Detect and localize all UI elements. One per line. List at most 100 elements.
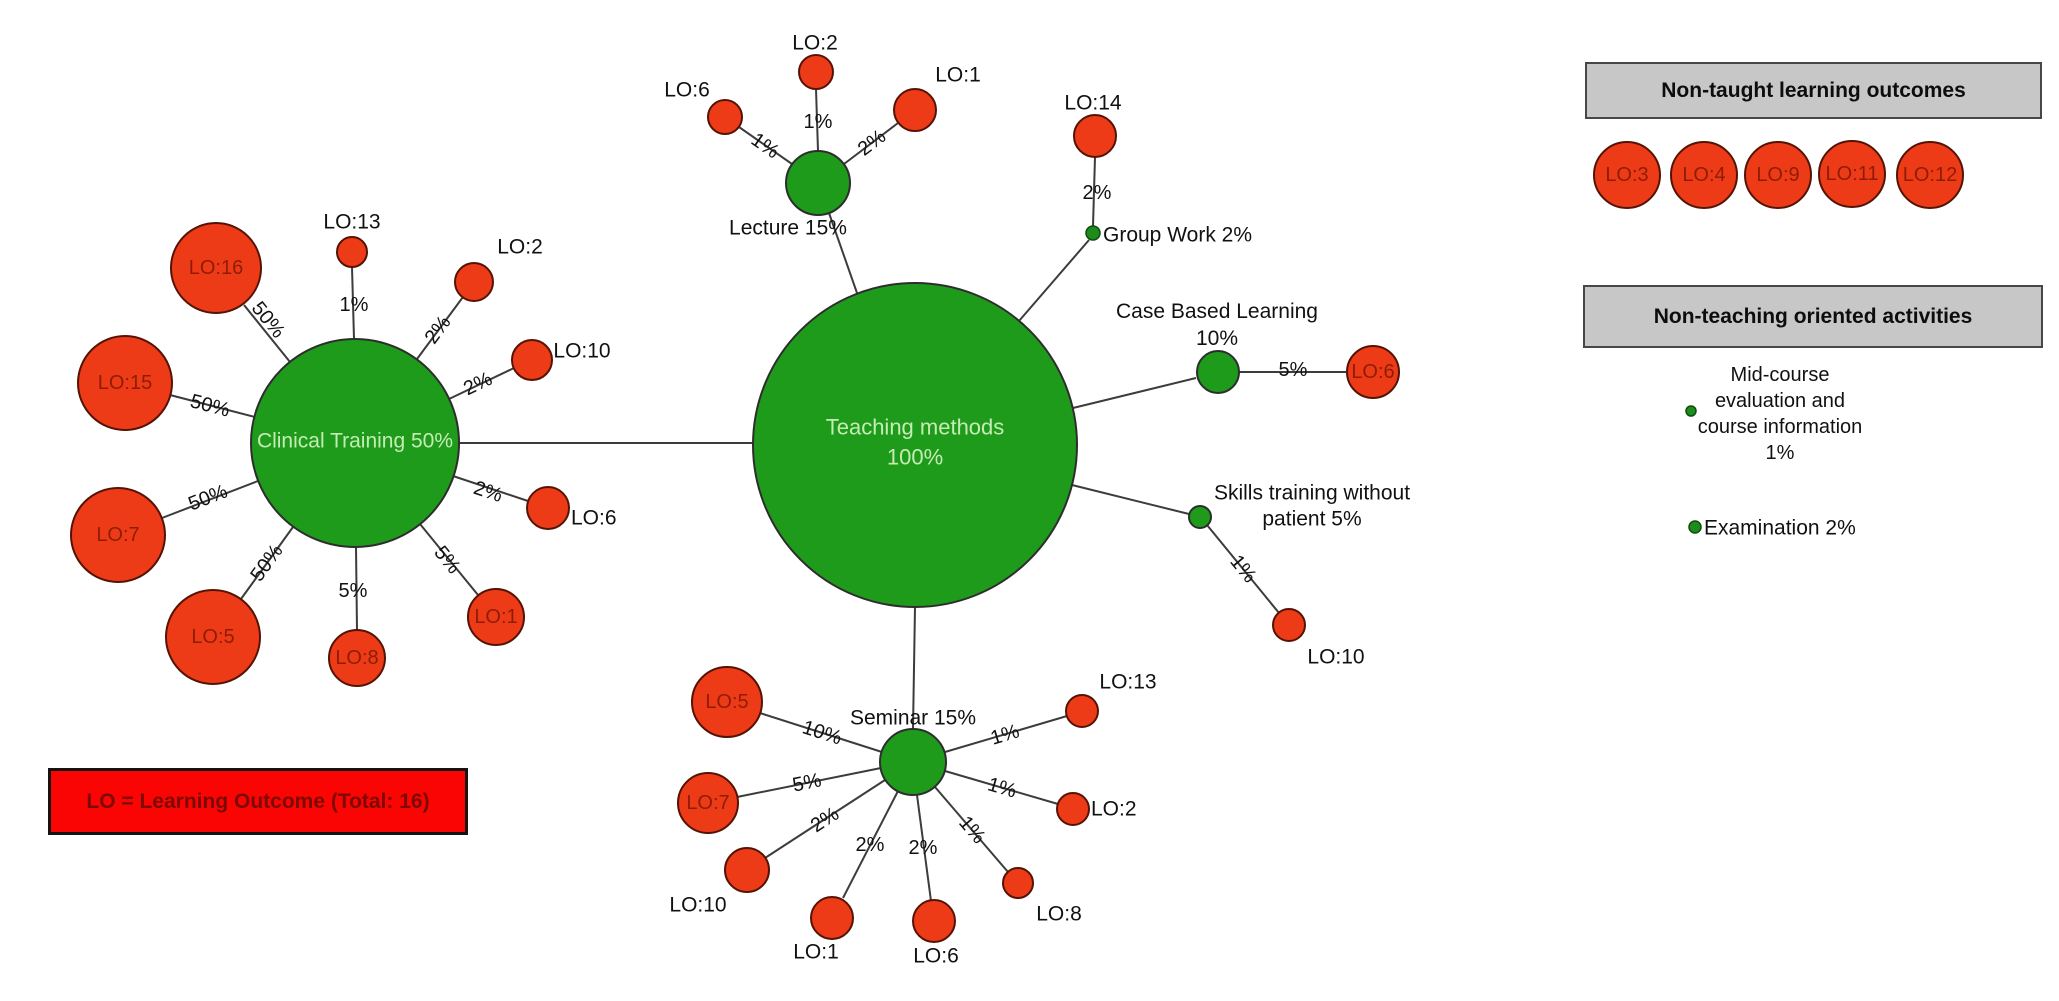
node-label-lo10-skills: LO:10 [1307, 646, 1364, 669]
node-lo10-seminar [724, 847, 770, 893]
edge-lo1-seminar [842, 790, 899, 899]
node-lo15-clinical [77, 335, 173, 431]
edge-lo10-skills [1206, 524, 1280, 614]
edge-label-lo6-lecture: 1% [747, 129, 783, 164]
edge-lo1-clinical [419, 523, 479, 596]
edge-label-lo5-seminar: 10% [800, 716, 845, 749]
edge-lo2-seminar [944, 770, 1059, 805]
edge-label-lo10-clinical: 2% [460, 368, 496, 400]
node-label-teaching-methods-line0: Teaching methods [826, 415, 1005, 440]
node-lo5-seminar [691, 666, 763, 738]
edge-case-based-teaching [1072, 377, 1197, 409]
node-label-case-based-learning-line0: Case Based Learning [1116, 300, 1318, 323]
edge-label-lo10-skills: 1% [1225, 551, 1260, 587]
node-lecture [785, 150, 851, 216]
edge-label-lo8-seminar: 1% [954, 812, 990, 848]
node-lo8-clinical [328, 629, 386, 687]
edge-lo2-lecture [815, 88, 819, 152]
edge-label-lo6-seminar: 2% [909, 837, 938, 859]
edge-lo6-clinical [452, 475, 529, 502]
node-lo6-case-based [1346, 345, 1400, 399]
text-examination-note: Examination 2% [1704, 517, 1856, 540]
node-label-lo2-seminar: LO:2 [1091, 798, 1137, 821]
node-lo2-seminar [1056, 792, 1090, 826]
edge-lo5-clinical [240, 526, 294, 600]
node-label-clinical-training: Clinical Training 50% [257, 430, 453, 453]
node-label-lo16-clinical: LO:16 [189, 257, 243, 279]
node-lo1-seminar [810, 896, 854, 940]
edge-label-lo2-seminar: 1% [985, 773, 1019, 802]
node-label-lo5-seminar: LO:5 [705, 691, 748, 713]
node-lo14-group-work [1073, 114, 1117, 158]
node-label-skills-training-line1: patient 5% [1262, 508, 1361, 531]
edge-lo1-lecture [843, 122, 899, 165]
edge-lo2-clinical [416, 296, 464, 360]
node-label-seminar: Seminar 15% [850, 707, 976, 730]
edge-label-lo13-seminar: 1% [988, 720, 1022, 749]
non-taught-learning-outcomes-header: Non-taught learning outcomes [1585, 62, 2042, 119]
node-label-lecture: Lecture 15% [729, 217, 847, 240]
node-lo10-clinical [511, 339, 553, 381]
node-lo6-seminar [912, 899, 956, 943]
node-label-lo5-clinical: LO:5 [191, 626, 234, 648]
edge-lo6-seminar [916, 794, 932, 902]
node-label-lo10-seminar: LO:10 [669, 894, 726, 917]
node-label-lo9-non-taught: LO:9 [1756, 164, 1799, 186]
node-lo2-clinical [454, 262, 494, 302]
edge-lo8-clinical [355, 546, 358, 631]
edge-label-lo1-seminar: 2% [856, 834, 885, 856]
edge-lo14-group-work [1092, 156, 1096, 227]
node-label-lo10-clinical: LO:10 [553, 340, 610, 363]
node-label-lo8-clinical: LO:8 [335, 647, 378, 669]
node-lo6-lecture [707, 99, 743, 135]
node-clinical-training [250, 338, 460, 548]
edge-label-lo6-case-based: 5% [1279, 359, 1308, 381]
edge-lo15-clinical [169, 394, 256, 418]
node-label-lo3-non-taught: LO:3 [1605, 164, 1648, 186]
edge-lo13-seminar [944, 715, 1068, 753]
node-label-lo1-lecture: LO:1 [935, 64, 981, 87]
edge-label-lo7-seminar: 5% [791, 769, 824, 796]
node-lo3-non-taught [1593, 141, 1661, 209]
node-label-case-based-learning-line1: 10% [1196, 327, 1238, 350]
text-mid-course-note-line1: evaluation and [1715, 390, 1845, 412]
node-case-based-learning [1196, 350, 1240, 394]
edge-label-lo2-lecture: 1% [804, 111, 833, 133]
node-lo7-clinical [70, 487, 166, 583]
edge-label-lo6-clinical: 2% [471, 477, 506, 507]
node-label-lo6-case-based: LO:6 [1351, 361, 1394, 383]
text-mid-course-note-line3: 1% [1766, 442, 1795, 464]
node-label-lo2-lecture: LO:2 [792, 32, 838, 55]
non-teaching-oriented-activities-header: Non-teaching oriented activities [1583, 285, 2043, 348]
lo-legend-box: LO = Learning Outcome (Total: 16) [48, 768, 468, 835]
node-label-lo1-seminar: LO:1 [793, 941, 839, 964]
edge-lecture-teaching [828, 212, 858, 294]
edge-label-lo14-group-work: 2% [1083, 182, 1112, 204]
edge-lo10-clinical [448, 367, 515, 400]
node-lo4-non-taught [1670, 141, 1738, 209]
node-lo5-clinical [165, 589, 261, 685]
node-label-teaching-methods-line1: 100% [887, 445, 943, 470]
node-label-lo15-clinical: LO:15 [98, 372, 152, 394]
node-lo13-clinical [336, 236, 368, 268]
node-lo6-clinical [526, 486, 570, 530]
node-label-group-work: Group Work 2% [1103, 224, 1252, 247]
edge-seminar-teaching [912, 606, 916, 730]
node-label-lo13-seminar: LO:13 [1099, 671, 1156, 694]
node-label-lo14-group-work: LO:14 [1064, 92, 1122, 115]
node-lo8-seminar [1002, 867, 1034, 899]
node-label-lo7-clinical: LO:7 [96, 524, 139, 546]
edge-group-work-teaching [1018, 239, 1090, 322]
node-label-lo11-non-taught: LO:11 [1826, 163, 1879, 185]
node-label-lo8-seminar: LO:8 [1036, 903, 1082, 926]
node-lo12-non-taught [1896, 141, 1964, 209]
node-lo1-lecture [893, 88, 937, 132]
edge-label-lo5-clinical: 50% [246, 540, 287, 586]
node-teaching-methods [752, 282, 1078, 608]
edge-label-lo16-clinical: 50% [247, 298, 289, 343]
text-mid-course-note-line0: Mid-course [1731, 364, 1830, 386]
node-label-lo1-clinical: LO:1 [474, 606, 517, 628]
edge-lo10-seminar [764, 779, 886, 859]
edge-label-lo7-clinical: 50% [185, 480, 230, 515]
